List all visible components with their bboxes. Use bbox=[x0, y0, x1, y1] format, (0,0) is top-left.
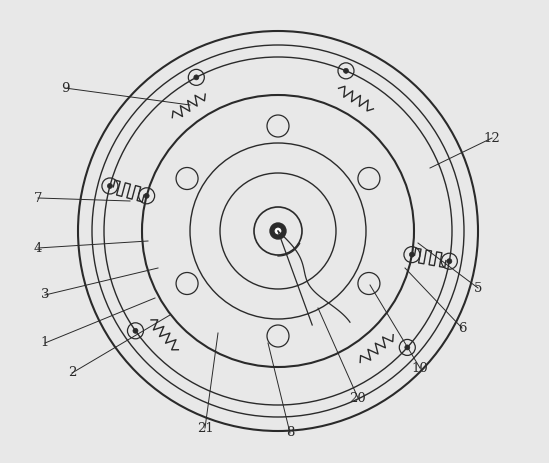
Circle shape bbox=[133, 328, 138, 333]
Text: 20: 20 bbox=[350, 392, 366, 405]
Circle shape bbox=[405, 345, 410, 350]
Text: 1: 1 bbox=[41, 337, 49, 350]
Circle shape bbox=[144, 193, 149, 198]
Circle shape bbox=[270, 223, 286, 239]
Text: 5: 5 bbox=[474, 282, 482, 294]
Circle shape bbox=[275, 228, 281, 234]
Text: 10: 10 bbox=[412, 362, 428, 375]
Text: 2: 2 bbox=[68, 367, 76, 380]
Text: 12: 12 bbox=[484, 131, 500, 144]
Text: 21: 21 bbox=[197, 421, 214, 434]
Text: 7: 7 bbox=[33, 192, 42, 205]
Circle shape bbox=[344, 69, 349, 73]
Text: 9: 9 bbox=[61, 81, 69, 94]
Circle shape bbox=[410, 252, 414, 257]
Circle shape bbox=[447, 259, 452, 264]
Text: 6: 6 bbox=[458, 321, 466, 334]
Text: 8: 8 bbox=[286, 426, 294, 439]
Circle shape bbox=[108, 183, 113, 188]
Text: 4: 4 bbox=[34, 242, 42, 255]
Circle shape bbox=[194, 75, 199, 80]
Text: 3: 3 bbox=[41, 288, 49, 301]
